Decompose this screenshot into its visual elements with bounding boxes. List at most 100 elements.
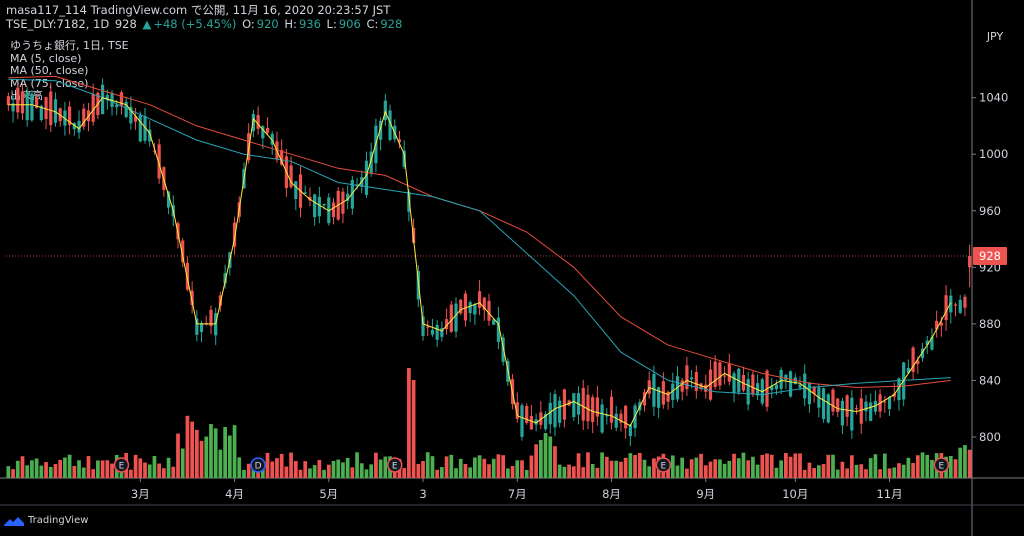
volume-bar (590, 463, 595, 478)
footer-brand: TradingView (28, 515, 89, 526)
candle-body (553, 394, 557, 428)
current-price-label: 928 (979, 249, 1001, 263)
candle-body (496, 317, 501, 342)
candle-body (402, 150, 406, 167)
last-price: 928 (114, 17, 137, 31)
volume-bar (491, 458, 496, 478)
candle-body (624, 405, 628, 429)
volume-bar (218, 449, 223, 478)
volume-bar (449, 454, 454, 478)
candle-body (421, 316, 425, 336)
candle-body (916, 360, 920, 365)
candle-body (614, 413, 618, 428)
legend-ma5[interactable]: MA (5, close) (10, 51, 82, 65)
candle-body (737, 368, 741, 393)
candle-body (755, 383, 760, 396)
candle-body (826, 394, 830, 423)
legend-ma50[interactable]: MA (50, close) (10, 64, 89, 77)
volume-bar (934, 453, 939, 478)
volume-bar (114, 454, 119, 478)
candle-body (657, 387, 661, 408)
candle-body (162, 167, 166, 191)
candle-body (807, 382, 812, 405)
volume-bar (105, 460, 110, 478)
open-value: 920 (256, 17, 279, 31)
volume-bar (576, 453, 581, 478)
volume-bar (529, 455, 534, 478)
volume-bar (713, 459, 718, 478)
volume-bar (265, 452, 270, 478)
candle-body (242, 169, 246, 189)
candle-body (567, 400, 571, 406)
volume-bar (289, 452, 293, 478)
candle-body (798, 384, 802, 388)
volume-bar (826, 454, 831, 478)
volume-bar (680, 457, 685, 478)
candle-body (520, 405, 524, 437)
volume-bar (718, 459, 722, 478)
volume-bar (162, 468, 166, 478)
volume-bar (736, 458, 741, 478)
candle-body (906, 367, 910, 373)
candle-body (558, 400, 562, 423)
volume-bar (769, 454, 774, 478)
volume-bar (487, 464, 491, 478)
legend-volume[interactable]: 出来高 (10, 89, 43, 102)
candle-body (251, 113, 255, 132)
volume-bar (821, 464, 826, 478)
candle-body (968, 256, 972, 268)
volume-bar (331, 460, 336, 478)
volume-bar (312, 465, 317, 478)
current-price-badge (973, 247, 1007, 265)
candle-body (459, 299, 463, 314)
volume-bar (421, 461, 425, 478)
candle-body (642, 392, 647, 406)
candle-body (232, 222, 237, 247)
event-marker-label: E (119, 462, 125, 472)
candle-body (468, 302, 472, 314)
candle-body (746, 379, 750, 405)
candle-body (953, 304, 958, 306)
y-tick-label: 840 (979, 373, 1001, 387)
candle-body (157, 144, 161, 179)
volume-bar (284, 466, 289, 478)
candle-body (440, 328, 444, 337)
volume-bar (129, 469, 133, 478)
legend-symbol[interactable]: ゆうちょ銀行, 1日, TSE (10, 39, 129, 52)
volume-bar (454, 468, 458, 478)
volume-bar (444, 456, 449, 478)
candle-body (72, 122, 76, 130)
volume-bar (670, 455, 675, 478)
candle-body (350, 180, 354, 209)
volume-bar (39, 465, 44, 478)
volume-bar (793, 453, 798, 478)
candle-body (817, 387, 821, 408)
up-arrow-icon: ▲ (142, 17, 152, 31)
volume-bar (322, 469, 326, 478)
candle-body (492, 319, 496, 325)
volume-bar (798, 453, 802, 478)
volume-bar (477, 455, 482, 478)
volume-bar (336, 459, 341, 478)
volume-bar (303, 461, 308, 478)
candle-body (133, 116, 138, 122)
volume-bar (317, 459, 322, 478)
candle-body (313, 194, 317, 218)
candle-body (661, 381, 665, 405)
low-label: L: (326, 17, 337, 31)
volume-bar (878, 469, 882, 478)
candle-body (638, 402, 642, 411)
candle-body (444, 319, 449, 330)
volume-bar (397, 458, 402, 478)
volume-bar (388, 456, 392, 478)
volume-bar (623, 457, 628, 478)
volume-bar (675, 465, 680, 478)
close-value: 928 (380, 17, 403, 31)
candle-body (840, 400, 845, 426)
candle-body (482, 297, 486, 310)
volume-bar (67, 454, 72, 478)
volume-bar (392, 467, 397, 478)
candle-body (920, 348, 925, 359)
candle-body (765, 370, 769, 407)
